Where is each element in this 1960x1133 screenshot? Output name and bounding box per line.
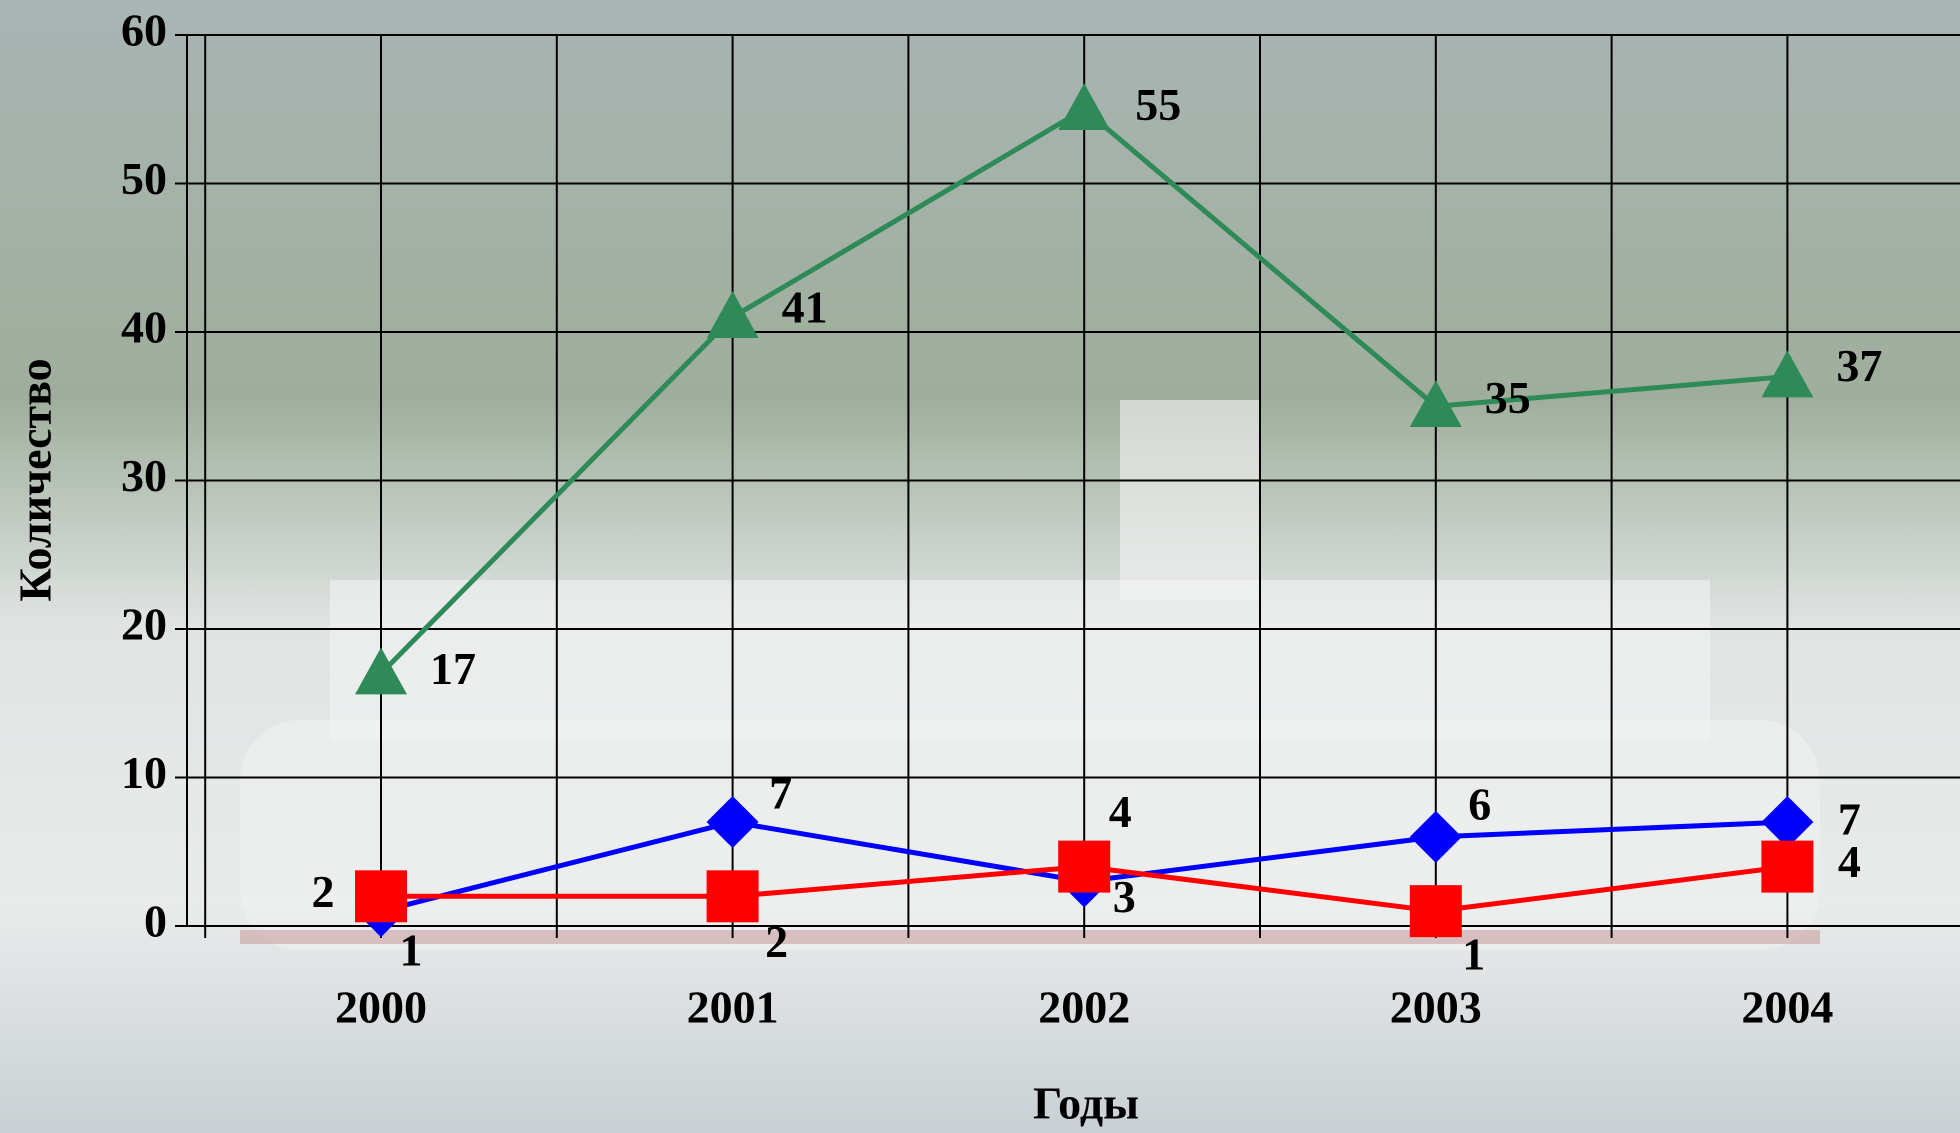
y-tick-label: 50 <box>121 153 167 204</box>
data-label: 7 <box>769 768 792 819</box>
marker <box>1058 840 1111 893</box>
marker <box>1409 885 1462 938</box>
x-tick-label: 2004 <box>1741 982 1833 1033</box>
y-tick-label: 20 <box>121 599 167 650</box>
data-label: 4 <box>1109 786 1132 837</box>
data-label: 17 <box>430 643 476 694</box>
data-label: 7 <box>1838 794 1861 845</box>
marker <box>706 796 759 849</box>
data-label: 41 <box>782 282 828 333</box>
x-axis-label: Годы <box>1033 1078 1139 1129</box>
marker <box>706 291 759 338</box>
ship-deck <box>330 580 1710 740</box>
data-label: 1 <box>400 925 423 976</box>
data-label: 35 <box>1485 372 1531 423</box>
data-label: 55 <box>1135 79 1181 130</box>
marker <box>1058 83 1111 131</box>
data-label: 2 <box>765 916 788 967</box>
x-tick-label: 2002 <box>1038 982 1130 1033</box>
marker <box>1761 350 1814 398</box>
data-label: 4 <box>1838 836 1861 887</box>
y-tick-label: 30 <box>121 450 167 501</box>
data-label: 6 <box>1468 778 1491 829</box>
y-tick-label: 60 <box>121 5 167 56</box>
y-tick-label: 40 <box>121 302 167 353</box>
x-tick-label: 2000 <box>335 982 427 1033</box>
marker <box>1409 810 1462 863</box>
marker <box>706 870 759 923</box>
y-axis-label: Количество <box>10 358 61 601</box>
marker <box>355 647 407 695</box>
marker <box>355 870 407 923</box>
data-label: 3 <box>1113 871 1136 922</box>
data-label: 2 <box>312 866 335 917</box>
marker <box>1409 380 1462 428</box>
data-label: 37 <box>1836 340 1882 391</box>
y-tick-label: 0 <box>144 896 167 947</box>
ship-stripe <box>240 930 1820 944</box>
marker <box>1761 840 1814 893</box>
x-tick-label: 2001 <box>687 982 779 1033</box>
data-label: 1 <box>1462 929 1485 980</box>
y-tick-label: 10 <box>121 747 167 798</box>
ship-hull <box>240 720 1820 950</box>
marker <box>1761 796 1814 849</box>
ship-funnel <box>1120 400 1260 600</box>
x-tick-label: 2003 <box>1390 982 1482 1033</box>
